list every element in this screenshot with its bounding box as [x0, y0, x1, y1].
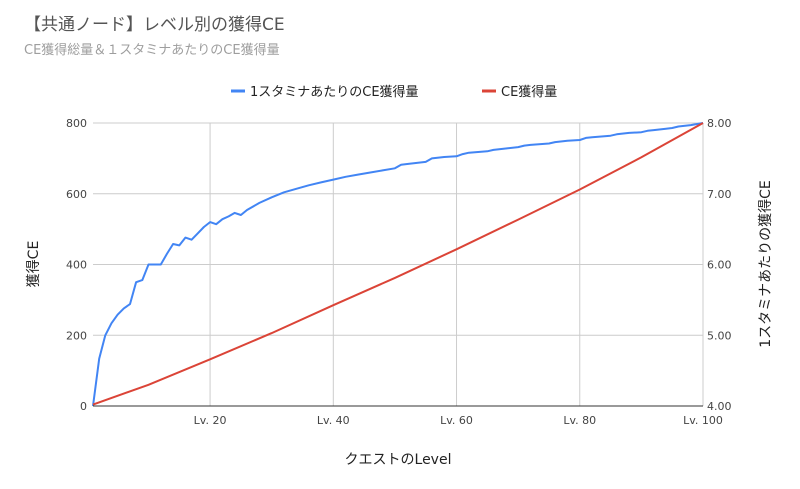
y-left-tick-label: 800 [66, 117, 87, 130]
series-line-total [92, 122, 704, 406]
y-left-tick-label: 0 [80, 400, 87, 413]
x-tick-label: Lv. 100 [683, 414, 723, 427]
x-tick-label: Lv. 40 [317, 414, 350, 427]
y-left-tick-label: 400 [66, 259, 87, 272]
axes: 0 200 400 600 800 4.00 5.00 6.00 7.00 8.00 Lv. 20 L… [66, 117, 732, 427]
legend-label-total: CE獲得量 [501, 84, 557, 100]
chart-subtitle: CE獲得総量＆１スタミナあたりのCE獲得量 [24, 42, 280, 58]
legend-label-per-stamina: 1スタミナあたりのCE獲得量 [250, 84, 419, 100]
x-tick-label: Lv. 80 [563, 414, 596, 427]
series-line-per-stamina [92, 122, 704, 407]
y-left-tick-label: 200 [66, 329, 87, 342]
y-right-tick-label: 8.00 [707, 117, 732, 130]
y-axis-right-title: 1スタミナあたりの獲得CE [757, 180, 774, 348]
legend: 1スタミナあたりのCE獲得量 CE獲得量 [231, 84, 557, 100]
series-lines [92, 122, 704, 407]
y-right-tick-label: 6.00 [707, 259, 732, 272]
chart-title: 【共通ノード】レベル別の獲得CE [24, 15, 285, 35]
x-tick-label: Lv. 60 [440, 414, 473, 427]
y-right-tick-label: 7.00 [707, 188, 732, 201]
gridlines [93, 122, 704, 406]
y-axis-left-title: 獲得CE [25, 241, 42, 288]
y-right-tick-label: 5.00 [707, 329, 732, 342]
x-tick-label: Lv. 20 [194, 414, 227, 427]
y-right-tick-label: 4.00 [707, 400, 732, 413]
x-axis-title: クエストのLevel [345, 452, 452, 468]
y-left-tick-label: 600 [66, 188, 87, 201]
